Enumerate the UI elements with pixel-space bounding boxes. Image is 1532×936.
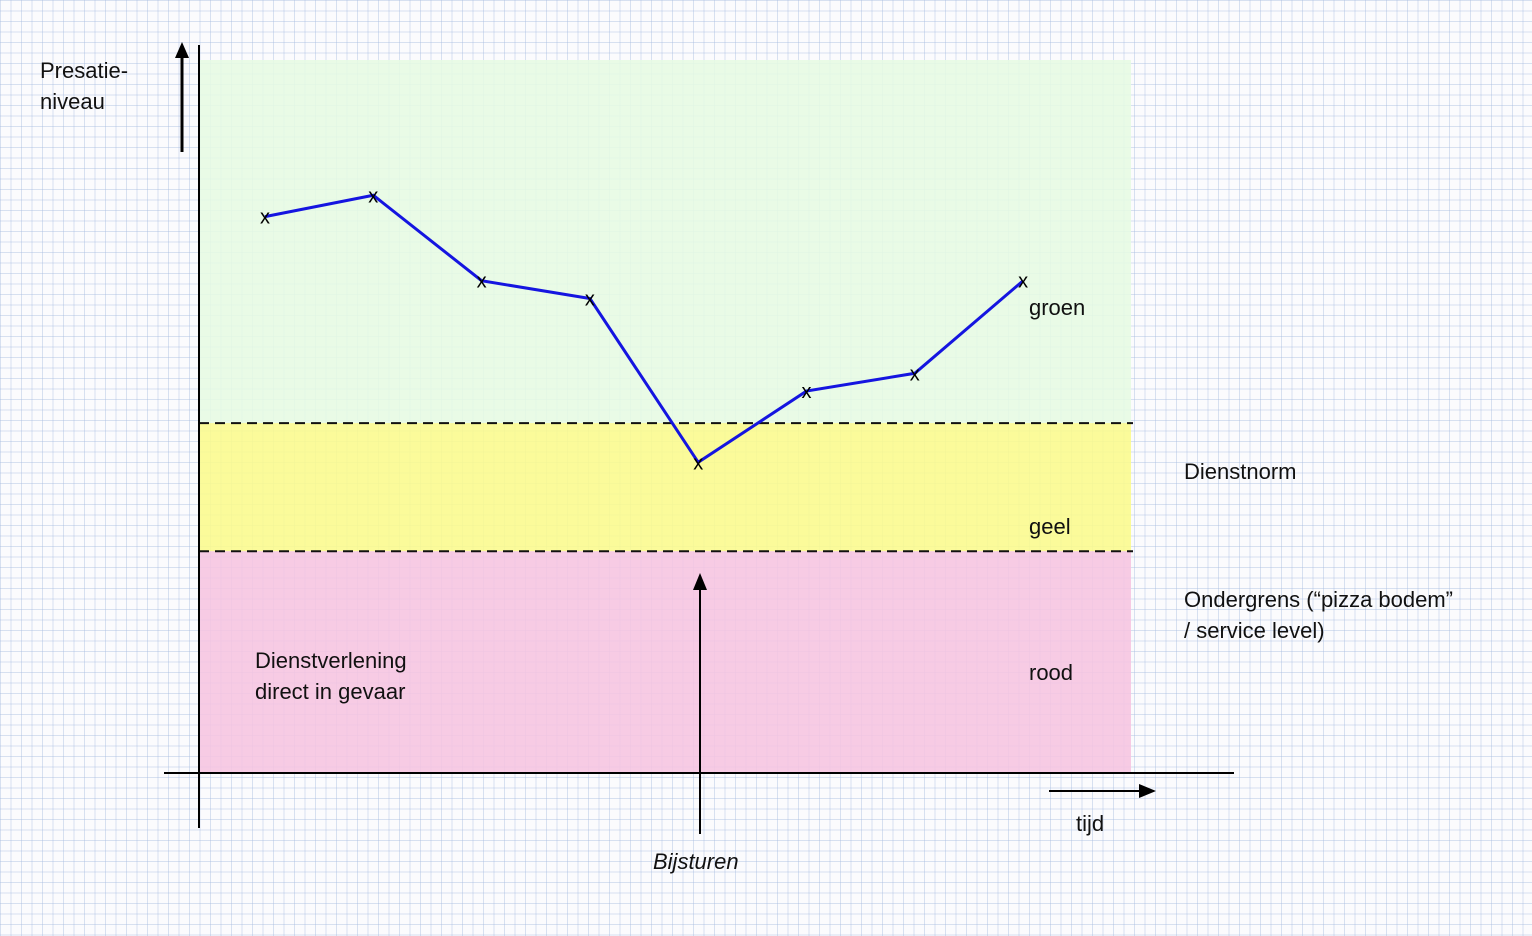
data-point-marker-6: x	[802, 381, 812, 403]
data-point-marker-7: x	[910, 363, 920, 385]
series-layer	[264, 193, 1025, 465]
threshold-label-dienstnorm: Dienstnorm	[1184, 459, 1297, 484]
annotation-danger: Dienstverlening direct in gevaar	[255, 648, 407, 704]
zone-rood	[199, 551, 1131, 772]
data-point-marker-3: x	[477, 271, 487, 293]
data-point-marker-4: x	[585, 289, 595, 311]
x-direction-arrow-head	[1139, 784, 1156, 798]
x-axis-label: tijd	[1076, 811, 1105, 836]
threshold-label-ondergrens: Ondergrens (“pizza bodem” / service leve…	[1184, 587, 1454, 643]
zone-label-rood: rood	[1029, 660, 1074, 685]
data-point-marker-1: x	[260, 207, 270, 229]
thresholds-layer	[199, 422, 1133, 553]
y-axis-label: Presatie- niveau	[40, 58, 129, 114]
bijsturen-arrow-head	[693, 573, 707, 590]
data-point-marker-2: x	[368, 185, 378, 207]
data-point-marker-8: x	[1018, 271, 1028, 293]
annotation-bijsturen: Bijsturen	[653, 849, 739, 874]
zone-label-groen: groen	[1029, 295, 1086, 320]
data-point-marker-5: x	[693, 452, 703, 474]
zone-label-geel: geel	[1029, 514, 1071, 539]
zone-geel	[199, 423, 1131, 552]
y-direction-arrow-head	[175, 42, 189, 58]
zones-layer	[199, 60, 1131, 772]
markers-layer: x x x x x x x x	[260, 185, 1028, 474]
zone-groen	[199, 60, 1131, 424]
axes-layer	[164, 42, 1234, 834]
series-line-0	[264, 193, 1025, 465]
